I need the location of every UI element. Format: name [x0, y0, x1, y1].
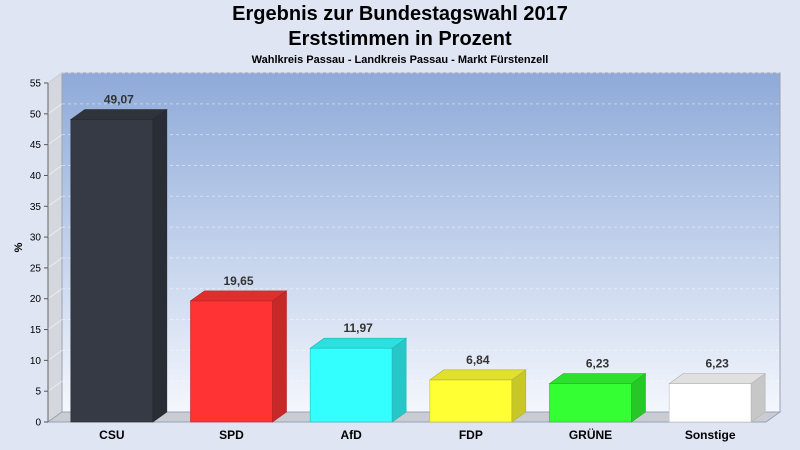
- bar-side: [391, 337, 407, 423]
- y-tick-label: 40: [30, 171, 42, 182]
- y-tick-label: 0: [35, 418, 41, 429]
- y-tick-label: 25: [30, 263, 42, 274]
- gridline-side: [47, 257, 63, 269]
- x-tick-label: GRÜNE: [569, 427, 612, 442]
- gridline-side: [47, 72, 63, 84]
- chart-subtitle: Erststimmen in Prozent: [288, 28, 512, 50]
- chart-region: Wahlkreis Passau - Landkreis Passau - Ma…: [251, 54, 549, 66]
- x-tick-label: AfD: [341, 428, 363, 442]
- y-tick-label: 50: [30, 109, 42, 120]
- data-label: 19,65: [223, 274, 253, 288]
- y-tick-label: 5: [35, 387, 41, 398]
- plot-side-wall: [47, 72, 63, 423]
- y-tick-label: 15: [30, 325, 42, 336]
- gridline-side: [47, 103, 63, 115]
- bar: [668, 383, 752, 423]
- y-tick-label: 35: [30, 202, 42, 213]
- data-label: 49,07: [104, 93, 134, 107]
- bar-top: [428, 369, 527, 381]
- y-tick-label: 55: [30, 79, 42, 90]
- data-label: 11,97: [343, 321, 373, 335]
- x-tick-label: CSU: [99, 428, 124, 442]
- y-tick-label: 20: [30, 294, 42, 305]
- data-label: 6,23: [705, 357, 729, 371]
- bar: [429, 379, 513, 423]
- bar-top: [69, 109, 168, 120]
- bar-side: [272, 290, 287, 423]
- gridline-side: [47, 288, 63, 300]
- bar: [549, 383, 632, 423]
- y-tick-label: 30: [30, 233, 42, 244]
- bar-top: [548, 373, 647, 384]
- data-label: 6,84: [466, 353, 490, 367]
- y-axis-label: %: [13, 242, 25, 252]
- gridline-side: [47, 380, 63, 392]
- bar: [190, 300, 273, 423]
- gridline-side: [47, 165, 63, 176]
- bar-side: [152, 108, 168, 423]
- bar-top: [189, 290, 288, 302]
- gridline-side: [47, 226, 63, 238]
- x-tick-label: SPD: [219, 428, 244, 442]
- gridline-side: [47, 195, 63, 207]
- x-tick-label: Sonstige: [685, 428, 736, 442]
- chart-title: Ergebnis zur Bundestagswahl 2017: [232, 3, 568, 25]
- data-label: 6,23: [586, 357, 610, 371]
- bar-top: [668, 373, 767, 384]
- x-tick-label: FDP: [459, 428, 483, 442]
- gridline-side: [47, 349, 63, 361]
- gridline-side: [47, 134, 63, 146]
- y-tick-label: 10: [30, 356, 42, 367]
- y-tick-label: 45: [30, 140, 42, 151]
- plot-background: [61, 72, 781, 413]
- bar: [309, 347, 393, 423]
- bar-top: [309, 337, 408, 349]
- gridline-side: [47, 319, 63, 330]
- bar: [70, 119, 154, 423]
